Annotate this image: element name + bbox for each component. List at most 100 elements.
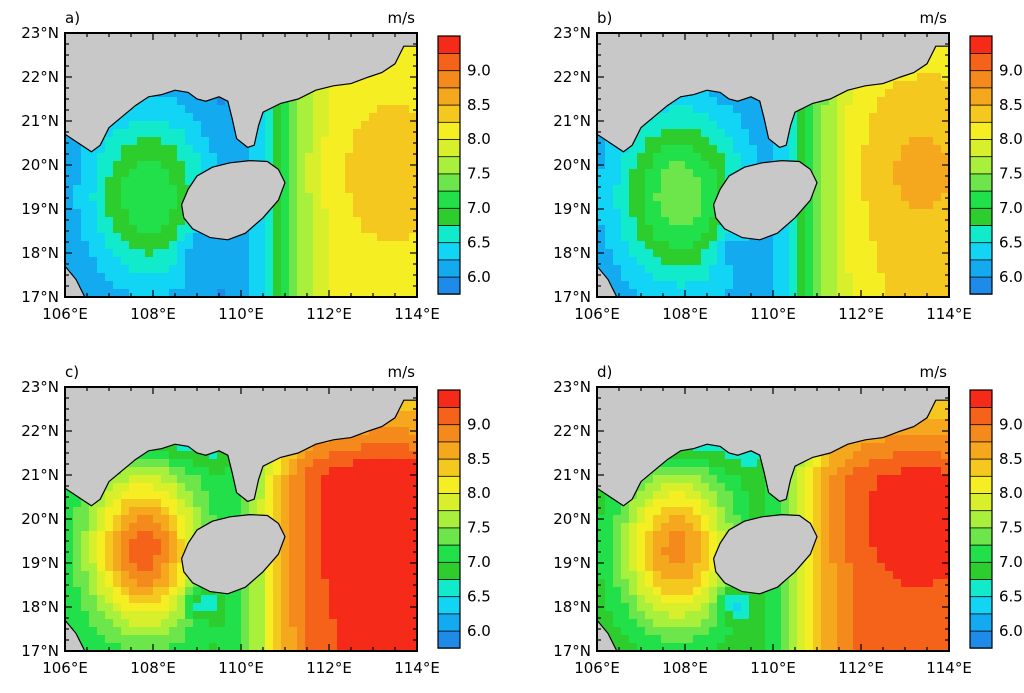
colorbar-swatch [969,259,993,278]
colorbar-swatch [437,121,461,140]
colorbar-swatch [969,70,993,89]
colorbar-swatch [437,389,461,408]
colorbar-swatch [437,492,461,512]
lon-tick-label: 110°E [218,659,264,677]
colorbar-tick-label: 6.5 [999,233,1023,251]
colorbar-tick-label: 9.0 [999,61,1023,79]
colorbar-tick-label: 8.5 [467,96,491,114]
lon-tick-label: 112°E [838,659,884,677]
colorbar-swatch [969,155,993,175]
unit-label: m/s [920,9,948,27]
lat-tick-label: 21°N [553,466,591,484]
colorbar-swatch [969,578,993,598]
lat-tick-label: 17°N [21,642,59,660]
colorbar-tick-label: 7.5 [467,519,491,537]
colorbar-tick-label: 9.0 [999,415,1023,433]
colorbar-swatch [969,475,993,494]
colorbar-swatch [969,121,993,140]
colorbar-swatch [437,259,461,278]
lon-tick-label: 106°E [42,659,88,677]
panel-label: d) [597,363,612,381]
lon-tick-label: 106°E [574,659,620,677]
colorbar-tick-label: 6.0 [467,622,491,640]
colorbar-swatch [437,138,461,158]
lat-tick-label: 22°N [553,422,591,440]
colorbar-tick-label: 6.5 [999,587,1023,605]
lon-tick-label: 106°E [574,305,620,323]
lat-tick-label: 19°N [21,200,59,218]
colorbar-swatch [437,52,461,72]
lat-tick-label: 22°N [21,68,59,86]
colorbar-tick-label: 7.0 [999,553,1023,571]
colorbar-swatch [437,87,461,106]
colorbar-swatch [969,630,993,649]
lon-tick-label: 114°E [394,305,440,323]
lat-tick-label: 21°N [553,112,591,130]
colorbar-swatch [437,475,461,494]
colorbar-swatch [437,613,461,632]
land-mask [597,33,949,297]
colorbar-swatch [437,596,461,615]
colorbar-swatch [969,441,993,460]
colorbar-swatch [969,509,993,529]
unit-label: m/s [388,9,416,27]
colorbar-swatch [969,561,993,580]
lat-tick-label: 20°N [21,156,59,174]
lon-tick-label: 110°E [750,659,796,677]
lat-tick-label: 23°N [553,24,591,42]
colorbar-swatch [437,544,461,563]
colorbar-swatch [437,458,461,477]
lat-tick-label: 19°N [553,554,591,572]
colorbar-swatch [437,190,461,209]
lat-tick-label: 20°N [553,156,591,174]
colorbar-swatch [969,104,993,123]
lon-tick-label: 108°E [662,659,708,677]
colorbar-tick-label: 8.0 [467,130,491,148]
colorbar-swatch [437,207,461,226]
colorbar-tick-label: 8.5 [467,450,491,468]
colorbar-tick-label: 9.0 [467,415,491,433]
lat-tick-label: 18°N [21,244,59,262]
colorbar-swatch [437,224,461,244]
colorbar-swatch [969,35,993,54]
colorbar-swatch [969,458,993,477]
lon-tick-label: 110°E [750,305,796,323]
lat-tick-label: 18°N [553,598,591,616]
lat-tick-label: 21°N [21,466,59,484]
lat-tick-label: 22°N [553,68,591,86]
colorbar-swatch [969,224,993,244]
colorbar-swatch [437,423,461,443]
colorbar-tick-label: 6.0 [467,268,491,286]
unit-label: m/s [388,363,416,381]
lat-tick-label: 17°N [553,642,591,660]
lon-tick-label: 112°E [306,305,352,323]
colorbar-tick-label: 7.5 [999,519,1023,537]
colorbar-swatch [437,561,461,580]
colorbar-tick-label: 7.0 [467,199,491,217]
lon-tick-label: 114°E [926,305,972,323]
lat-tick-label: 23°N [21,24,59,42]
panel-label: b) [597,9,612,27]
colorbar-swatch [969,190,993,209]
colorbar-swatch [969,389,993,408]
unit-label: m/s [920,363,948,381]
panel-label: c) [65,363,79,381]
lat-tick-label: 20°N [553,510,591,528]
lat-tick-label: 18°N [553,244,591,262]
colorbar-swatch [969,406,993,426]
colorbar-swatch [969,544,993,563]
colorbar-swatch [969,492,993,512]
colorbar-tick-label: 8.0 [467,484,491,502]
colorbar-swatch [437,241,461,261]
colorbar-tick-label: 8.5 [999,450,1023,468]
colorbar-swatch [437,578,461,598]
colorbar: 9.0 8.5 8.0 7.5 7.0 6.5 6.0 [969,35,1023,295]
colorbar-tick-label: 8.5 [999,96,1023,114]
colorbar-tick-label: 7.0 [999,199,1023,217]
colorbar-swatch [437,276,461,295]
colorbar-swatch [969,241,993,261]
colorbar-tick-label: 9.0 [467,61,491,79]
